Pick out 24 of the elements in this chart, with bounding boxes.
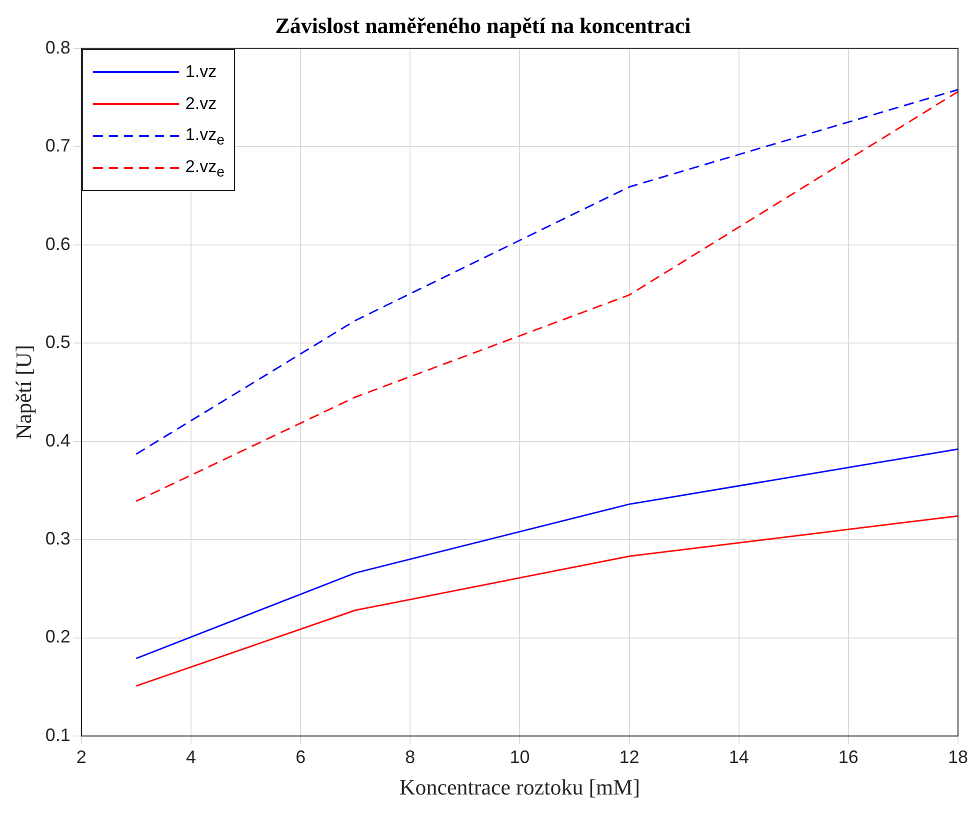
y-tick-label: 0.4 [45,430,70,450]
x-tick-label: 14 [728,746,749,767]
x-tick-label: 16 [838,746,858,767]
legend-label: 2.vz$_{e}$ [185,156,224,180]
x-tick-label: 12 [619,746,640,767]
y-tick-label: 0.1 [45,724,70,745]
x-tick-label: 18 [948,746,968,767]
y-tick-label: 0.3 [45,528,70,549]
x-tick-label: 10 [510,746,530,767]
y-tick-label: 0.7 [45,136,70,156]
x-tick-label: 4 [186,746,196,767]
legend-label: 1.vz [185,62,217,82]
x-tick-label: 8 [405,746,416,767]
legend-label: 1.vz$_{e}$ [185,124,224,148]
chart-title: Závislost naměřeného napětí na koncentraci [275,12,691,38]
y-tick-label: 0.8 [45,37,70,58]
y-tick-label: 0.5 [45,332,70,352]
y-tick-label: 0.2 [45,626,70,647]
y-axis-title: Napětí [U] [10,344,36,440]
x-axis-title: Koncentrace roztoku [mM] [399,774,640,800]
x-tick-label: 6 [296,746,306,767]
x-tick-label: 2 [76,746,86,767]
y-tick-label: 0.6 [45,234,70,254]
legend-label: 2.vz [185,94,217,114]
